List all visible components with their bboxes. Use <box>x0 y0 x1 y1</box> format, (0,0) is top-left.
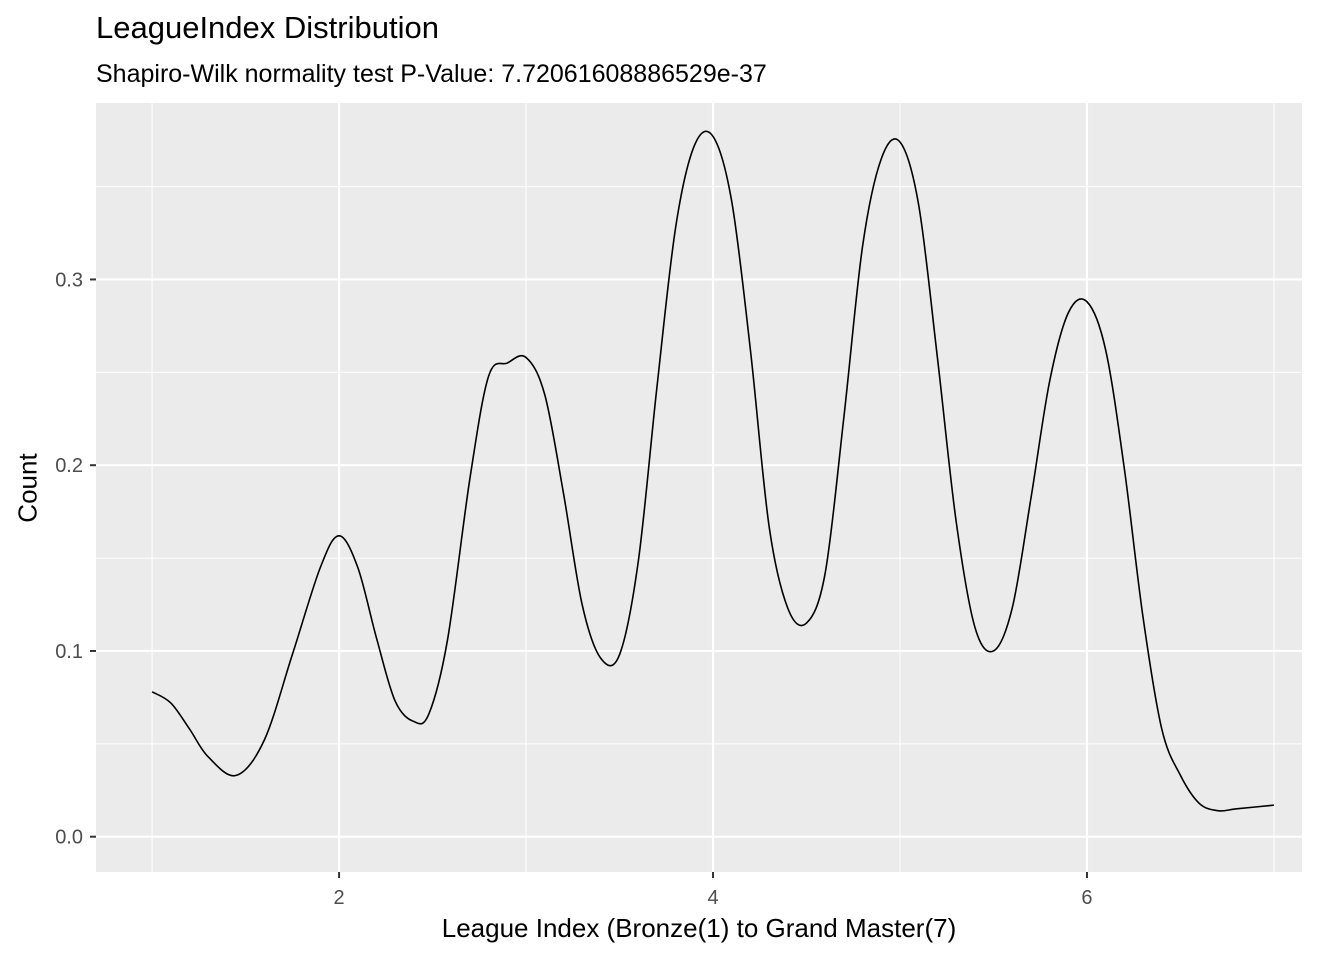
x-tick-label-0: 2 <box>334 887 345 909</box>
x-tick-label-1: 4 <box>707 887 718 909</box>
y-tick-label-3: 0.3 <box>55 269 83 291</box>
minor-gridlines <box>96 103 1302 872</box>
x-axis: 2 4 6 <box>334 872 1093 909</box>
y-axis: 0.0 0.1 0.2 0.3 <box>55 269 96 849</box>
chart-subtitle: Shapiro-Wilk normality test P-Value: 7.7… <box>96 60 767 88</box>
chart-title: LeagueIndex Distribution <box>96 10 439 45</box>
x-tick-label-2: 6 <box>1081 887 1092 909</box>
y-tick-label-0: 0.0 <box>55 827 83 849</box>
major-gridlines <box>96 103 1302 872</box>
x-axis-label: League Index (Bronze(1) to Grand Master(… <box>441 913 957 943</box>
y-tick-label-2: 0.2 <box>55 455 83 477</box>
y-axis-label: Count <box>12 453 43 523</box>
density-curve <box>151 130 1275 812</box>
plot-panel <box>96 103 1302 872</box>
y-tick-label-1: 0.1 <box>55 641 83 663</box>
